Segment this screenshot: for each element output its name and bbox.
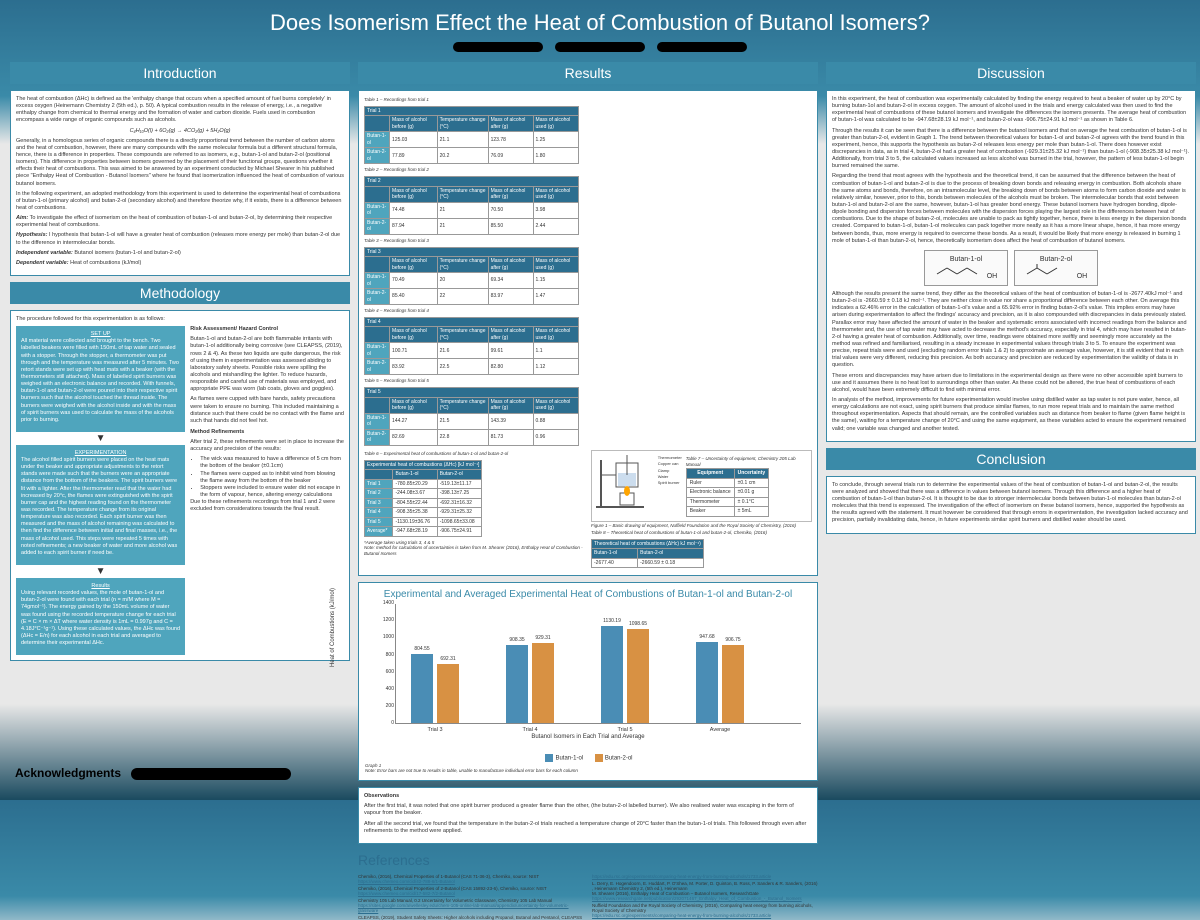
- author-redaction: [0, 42, 1200, 54]
- refine-item: The flames were cupped as to inhibit win…: [200, 471, 344, 485]
- bar-chart-canvas: 0200400600800100012001400804.55692.31Tri…: [395, 604, 801, 724]
- reference-item[interactable]: https://www.chemeo.com/cid/17-582-7/2-Bu…: [358, 891, 584, 896]
- acknowledgments: Acknowledgments: [15, 766, 291, 780]
- reference-item[interactable]: https://www.chemeo.com/cid/42-788-6/1-Bu…: [358, 879, 584, 884]
- chart-box: Experimental and Averaged Experimental H…: [358, 582, 818, 781]
- hypothesis: Hypothesis: I hypothesis that butan-1-ol…: [16, 232, 344, 246]
- disc-p6: In analysis of the method, improvements …: [832, 397, 1190, 433]
- intro-p1: The heat of combustion (ΔHc) is defined …: [16, 96, 344, 125]
- refine-intro: After trial 2, these refinements were se…: [190, 439, 344, 453]
- results-calc-box: Results Using relevant recorded values, …: [16, 578, 185, 655]
- refine-list: The wick was measured to have a differen…: [200, 456, 344, 499]
- reference-item[interactable]: https://edu.rsc.org/experiments/comparin…: [592, 874, 818, 879]
- discussion-box: In this experiment, the heat of combusti…: [826, 90, 1196, 442]
- experimentation-box: EXPERIMENTATION The alcohol filled spiri…: [16, 445, 185, 565]
- aim: Aim: To investigate the effect of isomer…: [16, 215, 344, 229]
- butan1ol-molecule: Butan-1-ol OH: [924, 250, 1008, 286]
- butan2ol-molecule: Butan-2-ol OH: [1014, 250, 1098, 286]
- reference-item: CLEAPSS, (2019), Student Safety Sheets: …: [358, 915, 584, 920]
- disc-p4: Although the results present the same tr…: [832, 291, 1190, 370]
- res-text: Using relevant recorded values, the mole…: [21, 590, 180, 647]
- risk-text2: As flames were cupped with bare hands, s…: [190, 396, 344, 425]
- refine-item: The wick was measured to have a differen…: [200, 456, 344, 470]
- conclusion-text: To conclude, through several trials run …: [832, 482, 1190, 525]
- method-proc: The procedure followed for this experime…: [16, 316, 344, 323]
- middle-column: Results Table 1 – Recordings from trial …: [358, 62, 818, 920]
- chart-ylabel: Heat of Combustions (kJ/mol): [330, 588, 336, 667]
- exp-text: The alcohol filled spirit burners were p…: [21, 457, 180, 557]
- res-hdr: Results: [21, 583, 180, 590]
- disc-p2: Through the results it can be seen that …: [832, 128, 1190, 171]
- risk-text: Butan-1-ol and butan-2-ol are both flamm…: [190, 336, 344, 393]
- intro-p2: Generally, in a homologous series of org…: [16, 138, 344, 188]
- setup-box: SET UP All material were collected and b…: [16, 326, 185, 432]
- reference-item[interactable]: https://edu.rsc.org/experiments/comparin…: [592, 913, 818, 918]
- iv: Independent variable: Butanol isomers (b…: [16, 250, 344, 257]
- observations-box: Observations After the first trial, it w…: [358, 787, 818, 844]
- chart-note: Graph 1 Note: Error bars are not true to…: [365, 763, 811, 773]
- intro-box: The heat of combustion (ΔHc) is defined …: [10, 90, 350, 276]
- exp-hdr: EXPERIMENTATION: [21, 450, 180, 457]
- equipment-diagram: Thermometer Copper can Clamp Water Spiri…: [591, 450, 812, 522]
- references-list: Chemiko, (2016), Chemical Properties of …: [358, 874, 818, 920]
- disc-p1: In this experiment, the heat of combusti…: [832, 96, 1190, 125]
- left-column: Introduction The heat of combustion (ΔHc…: [10, 62, 350, 920]
- obs-p2: After all the second trial, we found tha…: [364, 821, 812, 835]
- poster-title: Does Isomerism Effect the Heat of Combus…: [0, 10, 1200, 36]
- chart-title: Experimental and Averaged Experimental H…: [365, 589, 811, 600]
- chart-legend: Butan-1-ol Butan-2-ol: [365, 754, 811, 762]
- setup-hdr: SET UP: [21, 331, 180, 338]
- risk-section: Risk Assessment/ Hazard Control: [190, 326, 344, 333]
- method-header: Methodology: [10, 282, 350, 304]
- refine-item: Stoppers were included to ensure water d…: [200, 485, 344, 499]
- setup-text: All material were collected and brought …: [21, 338, 180, 424]
- refine-outro: Due to these refinements recordings from…: [190, 499, 344, 513]
- chart-xlabel: Butanol Isomers in Each Trial and Averag…: [365, 734, 811, 740]
- right-column: Discussion In this experiment, the heat …: [826, 62, 1196, 920]
- obs-hdr: Observations: [364, 793, 399, 799]
- method-box: The procedure followed for this experime…: [10, 310, 350, 661]
- disc-p5: These errors and discrepancies may have …: [832, 373, 1190, 394]
- intro-p3: In the following experiment, an adopted …: [16, 191, 344, 212]
- reference-item[interactable]: https://sites.google.com/a/wellesley.edu…: [358, 903, 584, 913]
- discussion-header: Discussion: [826, 62, 1196, 84]
- obs-p1: After the first trial, it was noted that…: [364, 803, 812, 817]
- reference-item[interactable]: https://www.researchgate.net/publication…: [592, 896, 818, 901]
- refine-section: Method Refinements: [190, 429, 344, 436]
- fig1-caption: Figure 1 – Basic drawing of equipment, N…: [591, 523, 812, 529]
- conclusion-box: To conclude, through several trials run …: [826, 476, 1196, 534]
- results-tables-box: Table 1 – Recordings from trial 1Trial 1…: [358, 90, 818, 576]
- intro-header: Introduction: [10, 62, 350, 84]
- reference-item: Nuffield Foundation and the Royal Societ…: [592, 903, 818, 913]
- results-header: Results: [358, 62, 818, 84]
- references-header: References: [358, 852, 818, 868]
- combustion-formula: C₄H₁₀O(l) + 6O₂(g) → 4CO₂(g) + 5H₂O(g): [16, 128, 344, 135]
- molecule-diagrams: Butan-1-ol OH Butan-2-ol OH: [832, 248, 1190, 288]
- disc-p3: Regarding the trend that most agrees wit…: [832, 173, 1190, 244]
- conclusion-header: Conclusion: [826, 448, 1196, 470]
- apparatus-icon: [596, 455, 654, 510]
- poster-title-bar: Does Isomerism Effect the Heat of Combus…: [0, 0, 1200, 42]
- reference-item: L. Derry, E. Hogendoorn, E. Huddart, P. …: [592, 881, 818, 891]
- dv: Dependent variable: Heat of combustions …: [16, 260, 344, 267]
